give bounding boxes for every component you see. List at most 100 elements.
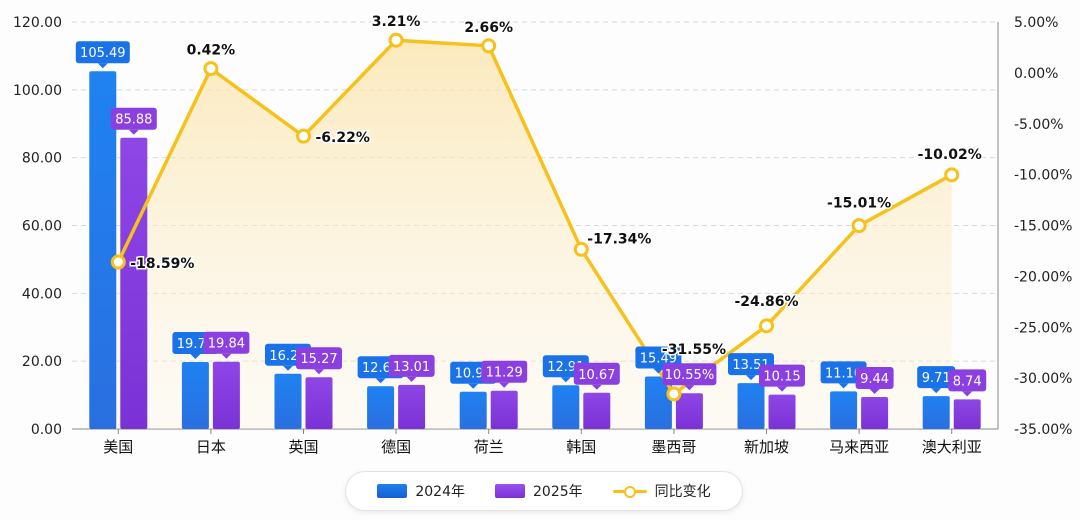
yoy-line (116, 38, 953, 396)
x-category-label: 英国 (288, 438, 318, 456)
bar-2024年 (274, 373, 302, 429)
legend-item-yoy[interactable]: 同比变化 (612, 481, 711, 501)
bar-label-pointer (962, 391, 973, 397)
y-right-tick-label: -5.00% (1014, 117, 1064, 133)
bar-label-badge (855, 366, 894, 389)
bar-label-pointer (406, 376, 417, 382)
yoy-value-label: 2.66% (464, 20, 513, 36)
yoy-value-label: -17.34% (587, 231, 651, 247)
bar-value-label: 85.88 (115, 113, 152, 128)
bar-label-badge (296, 347, 342, 370)
bar-label-pointer (97, 63, 108, 69)
x-category-label: 马来西亚 (829, 438, 889, 456)
bar-2025年 (398, 384, 426, 429)
y-right-tick-label: -30.00% (1014, 371, 1072, 387)
bar-label-pointer (869, 388, 880, 394)
yoy-value-label: 0.42% (187, 43, 236, 59)
yoy-point (759, 318, 774, 334)
bar-label-pointer (283, 365, 293, 371)
yoy-point (944, 167, 960, 183)
bar-label-pointer (314, 369, 324, 375)
chart-legend: 2024年 2025年 同比变化 (345, 471, 743, 511)
bar-2025年 (861, 396, 889, 429)
legend-swatch-2025 (495, 484, 525, 498)
bar-2024年 (830, 391, 858, 429)
legend-label-2025: 2025年 (533, 484, 583, 500)
bar-2024年 (552, 385, 580, 429)
legend-item-2025[interactable]: 2025年 (495, 481, 583, 501)
legend-swatch-yoy (612, 484, 647, 498)
legend-label-2024: 2024年 (415, 484, 465, 500)
bar-value-label: 11.10 (825, 366, 862, 381)
y-right-tick-label: -20.00% (1014, 269, 1072, 285)
yoy-point (110, 254, 126, 270)
bar-2024年 (459, 391, 487, 429)
bar-2024年 (737, 383, 765, 429)
yoy-value-label: 3.21% (372, 14, 421, 30)
legend-item-2024[interactable]: 2024年 (377, 481, 465, 501)
bar-label-pointer (375, 378, 386, 384)
bar-label-pointer (653, 368, 664, 374)
yoy-value-label: -18.59% (130, 256, 194, 272)
bar-label-badge (948, 369, 987, 392)
bar-label-pointer (931, 388, 942, 394)
x-category-label: 日本 (196, 438, 226, 456)
x-category-label: 荷兰 (474, 438, 504, 456)
bar-value-label: 11.29 (486, 366, 523, 381)
bar-label-pointer (468, 383, 479, 389)
bar-label-badge (635, 346, 682, 369)
y-right-tick-label: 5.00% (1014, 15, 1058, 31)
x-category-label: 墨西哥 (651, 438, 696, 456)
bar-2025年 (675, 393, 703, 429)
bar-label-badge (388, 354, 435, 377)
bar-label-pointer (591, 384, 602, 390)
bar-label-badge (110, 107, 157, 130)
bar-value-label: 13.01 (393, 360, 430, 375)
yoy-value-label: -24.86% (734, 294, 798, 310)
bar-label-pointer (190, 354, 201, 360)
yoy-point (481, 38, 497, 54)
bar-2024年 (922, 396, 950, 429)
y-left-tick-label: 0.00 (31, 422, 62, 438)
legend-label-yoy: 同比变化 (654, 484, 711, 500)
legend-swatch-2024 (377, 484, 408, 498)
yoy-area (118, 40, 952, 429)
y-right-tick-label: -25.00% (1014, 320, 1072, 336)
yoy-value-label: -10.02% (918, 147, 982, 163)
bar-2024年 (89, 71, 117, 430)
bar-value-label: 10.15 (763, 370, 800, 385)
y-right-tick-label: 0.00% (1014, 66, 1058, 82)
bar-value-label: 9.44 (860, 372, 889, 387)
bar-value-label: 10.67 (578, 368, 615, 383)
bar-2024年 (367, 386, 395, 429)
y-left-tick-label: 40.00 (22, 286, 62, 302)
bar-2025年 (768, 394, 796, 429)
bar-label-pointer (499, 382, 510, 388)
bar-label-badge (917, 366, 956, 389)
bar-2025年 (120, 137, 148, 429)
bar-2025年 (212, 361, 240, 429)
x-category-label: 新加坡 (744, 438, 789, 456)
yoy-value-label: -31.55% (662, 342, 726, 358)
bar-label-badge (203, 331, 250, 354)
yoy-point (666, 386, 682, 402)
y-right-tick-label: -15.00% (1014, 219, 1072, 235)
y-left-tick-label: 20.00 (22, 354, 62, 370)
x-category-label: 德国 (381, 438, 411, 456)
y-left-tick-label: 80.00 (22, 151, 62, 167)
bar-value-label: 10.55% (665, 368, 715, 383)
bar-value-label: 15.49 (640, 351, 677, 366)
bar-2025年 (953, 399, 981, 429)
yoy-point (388, 32, 404, 48)
yoy-point (851, 218, 867, 234)
bar-value-label: 8.74 (953, 374, 982, 389)
y-right-tick-label: -10.00% (1014, 168, 1072, 184)
bar-label-badge (662, 363, 717, 386)
bar-label-pointer (838, 383, 849, 389)
bar-value-label: 15.27 (300, 352, 337, 367)
bar-label-pointer (221, 353, 232, 359)
x-category-label: 美国 (103, 438, 133, 456)
bar-2024年 (644, 376, 672, 429)
x-category-label: 澳大利亚 (922, 438, 982, 456)
